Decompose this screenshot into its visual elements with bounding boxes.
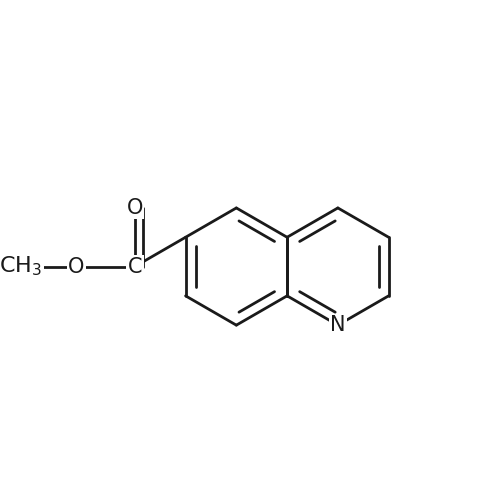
Text: CH$_3$: CH$_3$ xyxy=(0,255,42,278)
Text: C: C xyxy=(127,257,142,276)
Text: N: N xyxy=(330,315,346,335)
Text: O: O xyxy=(126,198,143,218)
Text: O: O xyxy=(68,257,84,276)
